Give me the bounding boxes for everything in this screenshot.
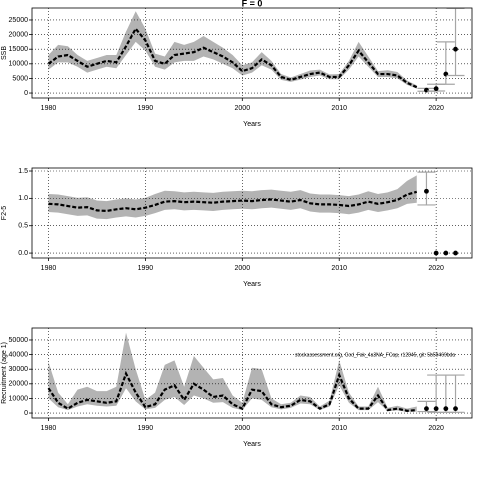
y-tick-label: 0 (24, 90, 28, 97)
y-tick-label: 5000 (12, 75, 28, 82)
y-tick-label: 0 (24, 410, 28, 417)
projection-point (424, 406, 429, 412)
y-tick-label: 1.0 (18, 195, 28, 202)
y-tick-label: 1.5 (18, 168, 28, 175)
projection-point (433, 86, 439, 92)
x-tick-label: 1990 (138, 105, 154, 112)
x-tick-label: 2010 (331, 105, 347, 112)
x-tick-label: 2000 (235, 425, 251, 432)
y-tick-label: 20000 (9, 31, 29, 38)
y-axis-label: F2-5 (1, 206, 8, 221)
chart-title: F = 0 (242, 0, 263, 8)
x-tick-label: 2020 (428, 105, 444, 112)
x-tick-label: 2020 (428, 425, 444, 432)
x-tick-label: 1980 (41, 425, 57, 432)
projection-point (443, 406, 449, 412)
projection-point (433, 406, 439, 412)
x-axis-label: Years (243, 441, 261, 448)
error-bar (436, 41, 455, 85)
plot-frame (31, 7, 473, 99)
projection-point (433, 250, 439, 256)
plot-frame (31, 167, 473, 259)
y-tick-label: 30000 (9, 366, 29, 373)
x-axis-label: Years (243, 121, 261, 128)
median-line (47, 370, 417, 412)
x-tick-label: 1980 (41, 105, 57, 112)
y-tick-label: 0.0 (18, 250, 28, 257)
y-axis-label: SSB (1, 46, 8, 60)
x-tick-label: 2010 (331, 265, 347, 272)
x-tick-label: 2000 (235, 265, 251, 272)
x-axis-label: Years (243, 281, 261, 288)
error-bar (417, 171, 436, 206)
x-tick-label: 2010 (331, 425, 347, 432)
error-bar (446, 374, 465, 413)
projection-point (453, 406, 458, 412)
x-tick-label: 1990 (138, 425, 154, 432)
projection-point (453, 46, 458, 52)
confidence-band (48, 332, 417, 412)
y-tick-label: 20000 (9, 381, 29, 388)
y-tick-label: 40000 (9, 351, 29, 358)
y-tick-label: 50000 (9, 337, 29, 344)
confidence-band (48, 175, 417, 220)
y-axis-label: Recruitment (age 1) (1, 342, 8, 404)
projection-point (424, 87, 429, 93)
projection-point (453, 250, 458, 256)
plot-frame (31, 327, 473, 419)
x-tick-label: 2020 (428, 265, 444, 272)
y-tick-label: 10000 (9, 395, 29, 402)
y-tick-label: 25000 (9, 17, 29, 24)
x-tick-label: 2000 (235, 105, 251, 112)
median-line (48, 190, 418, 213)
y-tick-label: 10000 (9, 61, 29, 68)
median-line (47, 26, 418, 89)
projection-point (443, 250, 449, 256)
projection-point (424, 188, 429, 194)
confidence-band (48, 11, 417, 89)
x-tick-label: 1980 (41, 265, 57, 272)
x-tick-label: 1990 (138, 265, 154, 272)
y-tick-label: 0.5 (18, 223, 28, 230)
y-tick-label: 15000 (9, 46, 29, 53)
annotation: stockassessment.org, Cod_Fak_4a3NA_FCap,… (295, 352, 455, 358)
